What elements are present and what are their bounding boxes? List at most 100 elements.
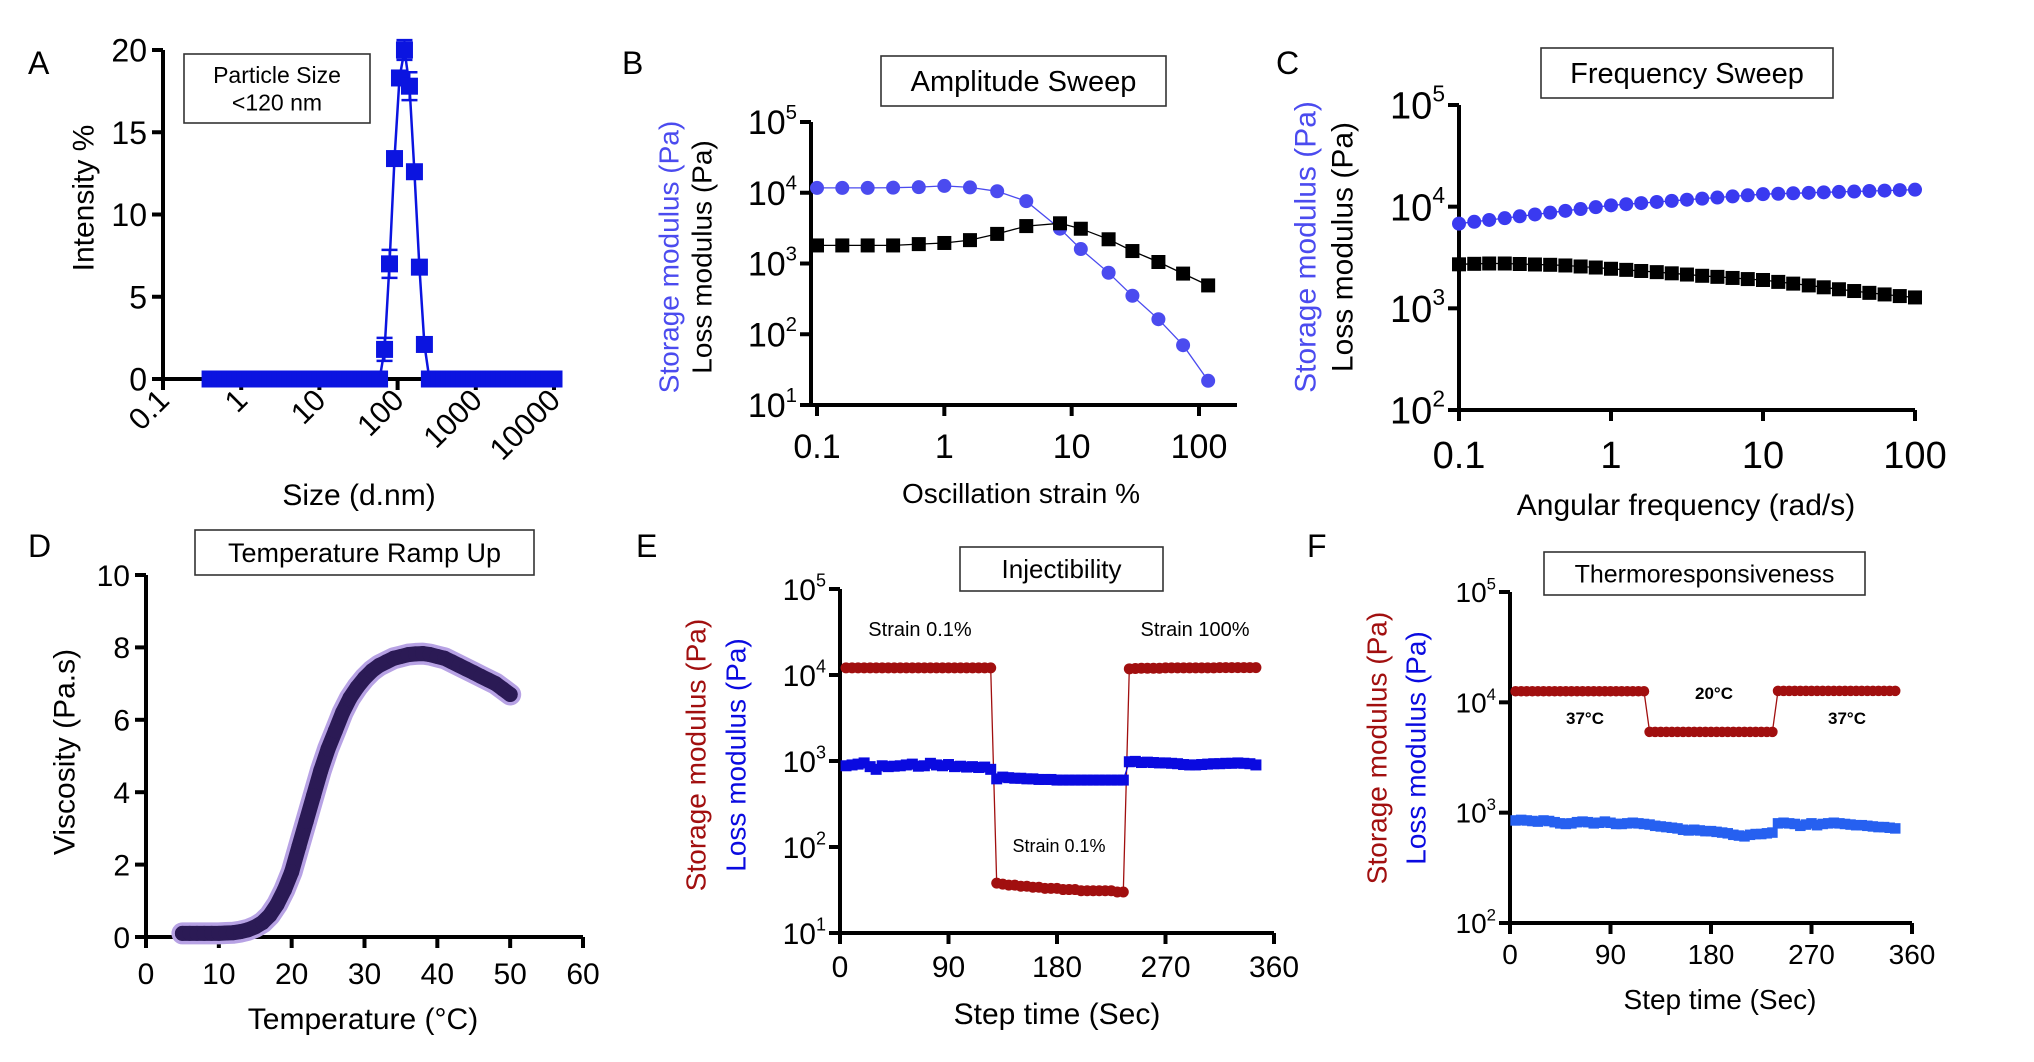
x-tick-label: 180	[1688, 939, 1735, 970]
data-point	[835, 180, 850, 195]
data-point	[1135, 757, 1147, 769]
data-point	[298, 813, 314, 829]
data-point	[1884, 822, 1895, 833]
data-point	[1694, 825, 1706, 836]
data-point	[1619, 197, 1634, 212]
y-tick-exponent: 5	[1487, 574, 1496, 593]
data-point	[1573, 259, 1588, 274]
data-point	[262, 907, 278, 923]
y-tick-label: 103	[783, 742, 826, 779]
data-point	[1510, 815, 1521, 826]
y-tick-label: 104	[1390, 182, 1445, 229]
data-point	[1111, 774, 1123, 786]
title-box	[880, 55, 1167, 107]
data-point	[1582, 816, 1594, 828]
data-point	[864, 761, 876, 773]
data-point	[1087, 774, 1099, 786]
y-tick-label: 4	[113, 777, 130, 810]
panel-letter: B	[622, 45, 643, 81]
data-point	[1202, 758, 1214, 770]
data-point	[1655, 821, 1666, 832]
data-point	[1141, 756, 1153, 768]
y-tick-exponent: 1	[816, 914, 826, 934]
data-point	[1019, 219, 1034, 234]
y-tick-base: 10	[748, 316, 786, 354]
y-tick-base: 10	[1456, 577, 1487, 608]
data-point	[1761, 828, 1773, 839]
data-point	[1622, 818, 1633, 829]
y-tick-exponent: 2	[1487, 905, 1496, 924]
data-point	[405, 163, 423, 181]
data-point	[410, 258, 428, 276]
annotation-label: Strain 0.1%	[1012, 836, 1105, 856]
x-tick-label: 10	[284, 383, 332, 431]
data-point	[1756, 272, 1770, 287]
x-tick-label: 10000	[483, 383, 567, 467]
data-point	[911, 237, 926, 252]
y-tick-label: 2	[113, 849, 130, 882]
y-tick-label: 104	[748, 173, 797, 213]
data-point	[1117, 774, 1129, 786]
title-box	[194, 529, 535, 576]
data-point	[335, 705, 351, 721]
data-point	[1856, 819, 1867, 831]
data-point	[1672, 823, 1683, 834]
data-point	[1633, 818, 1644, 829]
x-axis-label: Step time (Sec)	[1624, 984, 1817, 1015]
data-point	[1811, 819, 1823, 831]
data-point	[1512, 209, 1527, 224]
data-point	[386, 150, 404, 168]
y-tick-exponent: 4	[1432, 182, 1445, 208]
chart-title: Thermoresponsiveness	[1575, 560, 1835, 588]
data-point	[1679, 192, 1694, 207]
data-point	[1878, 821, 1890, 833]
y-axis-label: Storage modulus (Pa)	[1362, 612, 1393, 884]
y-tick-base: 10	[1456, 687, 1487, 718]
data-point	[1710, 190, 1725, 205]
data-point	[1839, 818, 1851, 830]
data-point	[1823, 818, 1834, 829]
data-point	[1740, 188, 1755, 203]
data-point	[912, 760, 924, 772]
data-point	[962, 180, 977, 195]
data-point	[1512, 256, 1527, 271]
data-point	[1877, 183, 1892, 198]
data-point	[1789, 818, 1800, 830]
x-tick-label: 360	[1249, 951, 1299, 984]
y-tick-label: 104	[783, 656, 826, 693]
data-point	[1756, 187, 1770, 202]
data-point	[1605, 817, 1616, 829]
y-axis-label: Intensity %	[68, 125, 101, 272]
x-tick-label: 1000	[417, 383, 489, 455]
data-point	[918, 760, 930, 772]
series-storage-modulus	[810, 178, 1216, 388]
data-point	[1627, 817, 1639, 829]
y-tick-base: 10	[1456, 908, 1487, 939]
data-point	[1178, 759, 1190, 771]
panel-letter: E	[636, 528, 657, 564]
data-point	[1220, 757, 1232, 769]
data-point	[894, 760, 906, 772]
data-point	[1831, 184, 1846, 199]
y-tick-label: 103	[1390, 284, 1445, 331]
data-point	[400, 77, 418, 95]
data-point	[937, 178, 952, 193]
data-point	[502, 686, 518, 702]
x-tick-label: 270	[1788, 939, 1835, 970]
data-point	[860, 180, 875, 195]
data-point	[1786, 186, 1801, 201]
data-point	[1740, 272, 1755, 287]
data-point	[1649, 820, 1661, 832]
x-tick-label: 0.1	[1433, 435, 1486, 477]
data-point	[1695, 268, 1710, 283]
data-point	[1125, 244, 1140, 259]
x-tick-label: 100	[1883, 435, 1946, 477]
data-point	[1634, 196, 1649, 211]
data-point	[870, 763, 882, 775]
data-point	[1151, 312, 1166, 327]
x-tick-label: 60	[566, 958, 599, 991]
data-point	[1834, 818, 1845, 829]
data-point	[930, 759, 942, 771]
